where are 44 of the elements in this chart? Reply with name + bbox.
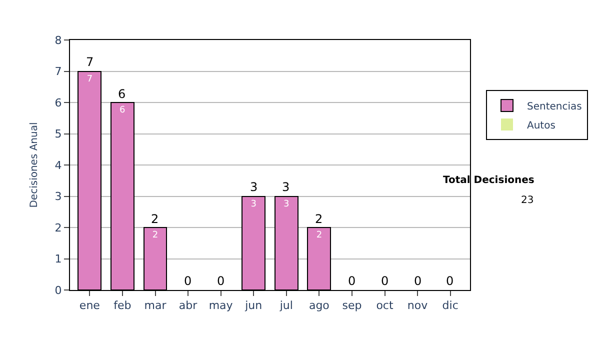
y-tick-label: 6	[54, 96, 62, 110]
data-label: 2	[152, 230, 158, 240]
annotation: Total Decisiones	[443, 175, 534, 186]
total-label: 7	[86, 55, 94, 69]
y-tick-label: 5	[54, 128, 62, 141]
x-tick-label: feb	[114, 299, 132, 312]
total-label: 2	[315, 212, 323, 226]
total-label: 3	[250, 180, 258, 194]
data-label: 6	[119, 106, 126, 116]
x-tick-label: sep	[342, 299, 362, 312]
x-tick-label: ago	[308, 299, 330, 312]
x-tick-label: oct	[376, 299, 394, 312]
total-label: 0	[381, 274, 389, 288]
total-label: 2	[151, 212, 159, 226]
text: 23	[521, 195, 534, 206]
y-axis-title: Decisiones Anual	[28, 122, 40, 208]
y-tick-label: 7	[54, 65, 62, 78]
total-label: 3	[282, 180, 290, 194]
x-tick-label: may	[208, 299, 234, 312]
x-tick-label: dic	[442, 299, 458, 312]
total-label: 0	[414, 274, 422, 288]
y-tick-label: 3	[54, 190, 62, 204]
y-tick-label: 4	[54, 158, 62, 172]
legend-label: Autos	[527, 120, 556, 132]
total-label: 0	[348, 274, 356, 288]
data-label: 3	[250, 199, 256, 210]
x-tick-label: jun	[244, 299, 262, 312]
y-tick-label: 2	[54, 221, 62, 234]
total-label: 0	[217, 274, 225, 288]
y-tick-label: 0	[54, 284, 62, 297]
y-tick-label: 1	[54, 252, 62, 266]
x-tick-label: mar	[144, 299, 167, 312]
y-tick-label: 8	[54, 34, 62, 47]
total-label: 6	[118, 87, 126, 101]
data-label: 7	[86, 74, 93, 84]
data-label: 3	[284, 199, 290, 210]
legend-label: Sentencias	[527, 101, 582, 112]
x-tick-label: abr	[178, 299, 198, 312]
x-tick-label: jul	[278, 299, 293, 312]
x-tick-label: nov	[407, 299, 428, 312]
total-label: 0	[184, 274, 192, 288]
total-label: 0	[446, 274, 454, 288]
x-tick-label: ene	[79, 299, 100, 312]
data-label: 2	[316, 230, 322, 240]
